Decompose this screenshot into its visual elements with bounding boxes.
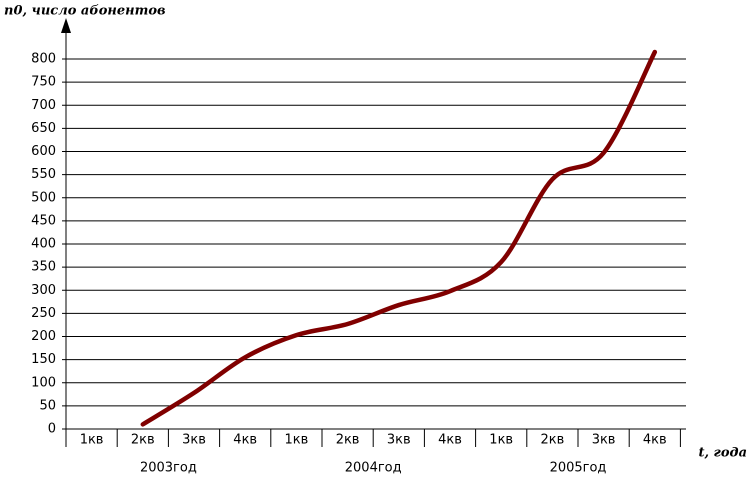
x-tick-label: 1кв (285, 433, 309, 448)
x-tick-label: 1кв (80, 433, 104, 448)
y-tick-label: 250 (31, 306, 56, 321)
y-tick-label: 200 (31, 329, 56, 344)
x-tick-label: 4кв (643, 433, 667, 448)
y-axis-label: n0, число абонентов (4, 4, 166, 19)
y-tick-label: 50 (39, 398, 56, 413)
data-line (140, 49, 658, 427)
x-tick-label: 4кв (233, 433, 257, 448)
y-tick-label: 400 (31, 237, 56, 252)
x-tick-label: 3кв (387, 433, 411, 448)
x-tick-label: 2кв (336, 433, 360, 448)
y-tick-label: 0 (48, 422, 56, 437)
y-tick-label: 650 (31, 121, 56, 136)
x-tick-label: 4кв (438, 433, 462, 448)
y-axis-arrow (61, 18, 71, 33)
y-tick-label: 800 (31, 52, 56, 67)
y-tick-label: 450 (31, 213, 56, 228)
y-tick-label: 550 (31, 167, 56, 182)
x-tick-label: 3кв (592, 433, 616, 448)
y-tick-label: 600 (31, 144, 56, 159)
year-label: 2005год (550, 461, 607, 476)
y-tick-label: 700 (31, 98, 56, 113)
y-tick-label: 100 (31, 375, 56, 390)
x-tick-label: 2кв (131, 433, 155, 448)
year-label: 2003год (140, 461, 197, 476)
y-tick-label: 750 (31, 75, 56, 90)
x-tick-label: 3кв (182, 433, 206, 448)
year-label: 2004год (345, 461, 402, 476)
x-axis-label: t, года (698, 446, 747, 461)
x-tick-label: 1кв (489, 433, 513, 448)
y-tick-label: 300 (31, 283, 56, 298)
y-tick-label: 350 (31, 260, 56, 275)
x-tick-label: 2кв (541, 433, 565, 448)
y-tick-label: 500 (31, 190, 56, 205)
y-tick-label: 150 (31, 352, 56, 367)
